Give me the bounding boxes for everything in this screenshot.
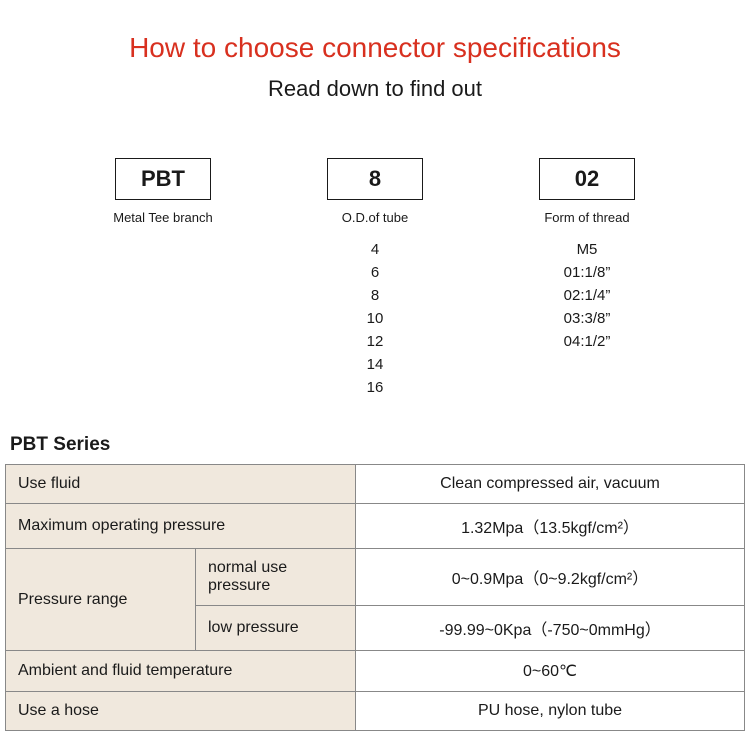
- table-value: Clean compressed air, vacuum: [356, 465, 745, 504]
- table-label: Use a hose: [6, 692, 356, 731]
- spec-col-od: 8 O.D.of tube 4 6 8 10 12 14 16: [305, 158, 445, 398]
- table-label: Pressure range: [6, 549, 196, 651]
- spec-label-thread: Form of thread: [544, 210, 629, 225]
- table-sublabel: low pressure: [196, 606, 356, 651]
- spec-value: M5: [577, 239, 598, 260]
- table-label: Maximum operating pressure: [6, 504, 356, 549]
- spec-value: 14: [367, 354, 384, 375]
- spec-value: 4: [371, 239, 379, 260]
- table-value: 1.32Mpa（13.5kgf/cm²）: [356, 504, 745, 549]
- table-sublabel: normal use pressure: [196, 549, 356, 606]
- spec-value: 8: [371, 285, 379, 306]
- spec-value: 16: [367, 377, 384, 398]
- spec-label-od: O.D.of tube: [342, 210, 408, 225]
- table-label: Ambient and fluid temperature: [6, 651, 356, 692]
- table-label: Use fluid: [6, 465, 356, 504]
- table-row: Use a hose PU hose, nylon tube: [6, 692, 745, 731]
- spec-box-thread: 02: [539, 158, 635, 200]
- table-row: Ambient and fluid temperature 0~60℃: [6, 651, 745, 692]
- spec-value: 6: [371, 262, 379, 283]
- spec-value: 10: [367, 308, 384, 329]
- series-title: PBT Series: [10, 434, 750, 456]
- spec-values-thread: M5 01:1/8” 02:1/4” 03:3/8” 04:1/2”: [564, 239, 611, 352]
- table-value: PU hose, nylon tube: [356, 692, 745, 731]
- spec-value: 01:1/8”: [564, 262, 611, 283]
- table-value: 0~0.9Mpa（0~9.2kgf/cm²）: [356, 549, 745, 606]
- spec-code-row: PBT Metal Tee branch 8 O.D.of tube 4 6 8…: [0, 158, 750, 398]
- spec-value: 12: [367, 331, 384, 352]
- page-title: How to choose connector specifications: [0, 0, 750, 64]
- spec-box-series: PBT: [115, 158, 211, 200]
- spec-col-thread: 02 Form of thread M5 01:1/8” 02:1/4” 03:…: [517, 158, 657, 398]
- table-row: Use fluid Clean compressed air, vacuum: [6, 465, 745, 504]
- spec-table: Use fluid Clean compressed air, vacuum M…: [5, 464, 745, 731]
- spec-value: 03:3/8”: [564, 308, 611, 329]
- table-value: 0~60℃: [356, 651, 745, 692]
- spec-value: 04:1/2”: [564, 331, 611, 352]
- spec-col-series: PBT Metal Tee branch: [93, 158, 233, 398]
- page-subtitle: Read down to find out: [0, 76, 750, 102]
- spec-label-series: Metal Tee branch: [113, 210, 213, 225]
- table-row: Maximum operating pressure 1.32Mpa（13.5k…: [6, 504, 745, 549]
- spec-value: 02:1/4”: [564, 285, 611, 306]
- spec-box-od: 8: [327, 158, 423, 200]
- table-row: Pressure range normal use pressure 0~0.9…: [6, 549, 745, 606]
- spec-values-od: 4 6 8 10 12 14 16: [367, 239, 384, 398]
- table-value: -99.99~0Kpa（-750~0mmHg）: [356, 606, 745, 651]
